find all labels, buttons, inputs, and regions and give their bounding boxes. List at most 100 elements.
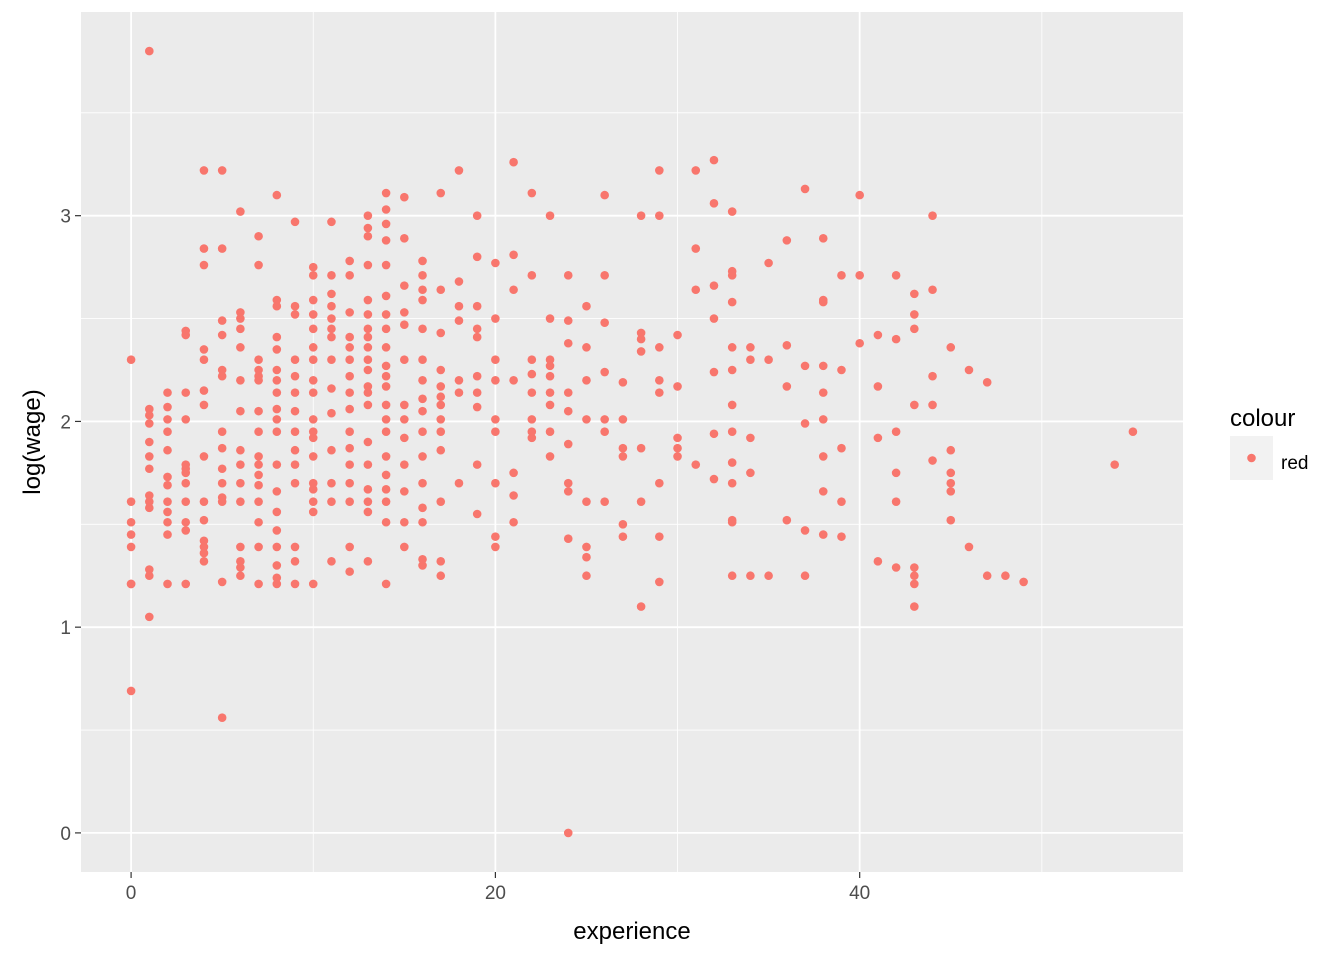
data-point (800, 526, 810, 535)
data-point (217, 316, 227, 325)
data-point (236, 563, 245, 572)
data-point (600, 367, 609, 377)
data-point (400, 433, 409, 443)
data-point (272, 507, 282, 517)
data-point (345, 443, 354, 453)
data-point (363, 400, 373, 410)
data-point (181, 388, 191, 397)
data-point (217, 365, 227, 375)
data-point (236, 460, 245, 469)
data-point (655, 532, 664, 541)
legend-label-red: red (1281, 453, 1308, 474)
data-point (910, 310, 919, 319)
data-point (545, 355, 555, 365)
data-point (837, 365, 846, 375)
data-point (345, 460, 354, 469)
data-point (454, 316, 464, 325)
data-point (145, 410, 154, 420)
data-point (308, 579, 318, 589)
data-point (327, 384, 336, 393)
data-point (582, 375, 591, 385)
data-point (746, 343, 755, 352)
data-point (181, 497, 191, 506)
data-point (381, 324, 391, 334)
data-point (217, 427, 227, 437)
data-point (363, 460, 373, 469)
data-point (290, 557, 300, 566)
data-point (563, 487, 573, 496)
data-point (818, 415, 828, 424)
data-point (472, 388, 482, 397)
data-point (928, 371, 937, 381)
data-point (199, 400, 209, 410)
data-point (199, 548, 209, 558)
data-point (163, 497, 172, 506)
data-point (345, 542, 354, 552)
data-point (400, 400, 409, 410)
data-point (928, 285, 937, 295)
data-point (308, 295, 318, 305)
data-point (363, 343, 373, 352)
data-point (163, 402, 172, 412)
data-point (308, 427, 318, 437)
data-point (418, 561, 427, 570)
data-point (199, 542, 209, 552)
data-point (381, 310, 391, 319)
data-point (563, 439, 573, 449)
data-point (163, 415, 172, 424)
data-point (272, 388, 282, 397)
data-point (254, 371, 263, 381)
data-point (272, 295, 282, 305)
data-point (126, 355, 136, 365)
data-point (327, 314, 336, 323)
data-point (254, 517, 263, 527)
data-point (509, 250, 518, 260)
data-point (691, 166, 701, 175)
data-point (308, 452, 318, 461)
data-point (345, 427, 354, 437)
data-point (636, 334, 646, 344)
data-point (381, 452, 391, 461)
y-tick-label: 3 (60, 207, 71, 228)
data-point (199, 557, 209, 566)
data-point (145, 437, 154, 447)
data-point (345, 256, 354, 266)
data-point (363, 231, 373, 241)
data-point (381, 579, 391, 589)
data-point (436, 382, 446, 391)
data-point (181, 326, 191, 336)
data-point (272, 332, 282, 342)
data-point (345, 567, 354, 576)
data-point (236, 478, 245, 488)
data-point (236, 314, 245, 323)
data-point (290, 406, 300, 416)
data-point (400, 542, 409, 552)
data-point (472, 332, 482, 342)
data-point (327, 497, 336, 506)
data-point (855, 271, 864, 280)
data-point (418, 256, 427, 266)
data-point (709, 429, 719, 439)
data-point (290, 371, 300, 381)
data-point (655, 166, 664, 175)
data-point (636, 211, 646, 220)
data-point (400, 415, 409, 424)
data-point (436, 557, 446, 566)
data-point (563, 406, 573, 416)
x-axis-title: experience (573, 918, 690, 945)
data-point (946, 515, 956, 525)
data-point (290, 460, 300, 469)
data-point (545, 427, 555, 437)
data-point (145, 419, 154, 428)
data-point (472, 324, 482, 334)
data-point (891, 334, 901, 344)
data-point (746, 433, 755, 443)
data-point (545, 452, 555, 461)
data-point (782, 236, 792, 245)
data-point (163, 445, 172, 455)
data-point (308, 375, 318, 385)
data-point (163, 530, 172, 539)
data-point (800, 184, 810, 194)
data-point (491, 258, 500, 268)
data-point (910, 602, 919, 611)
